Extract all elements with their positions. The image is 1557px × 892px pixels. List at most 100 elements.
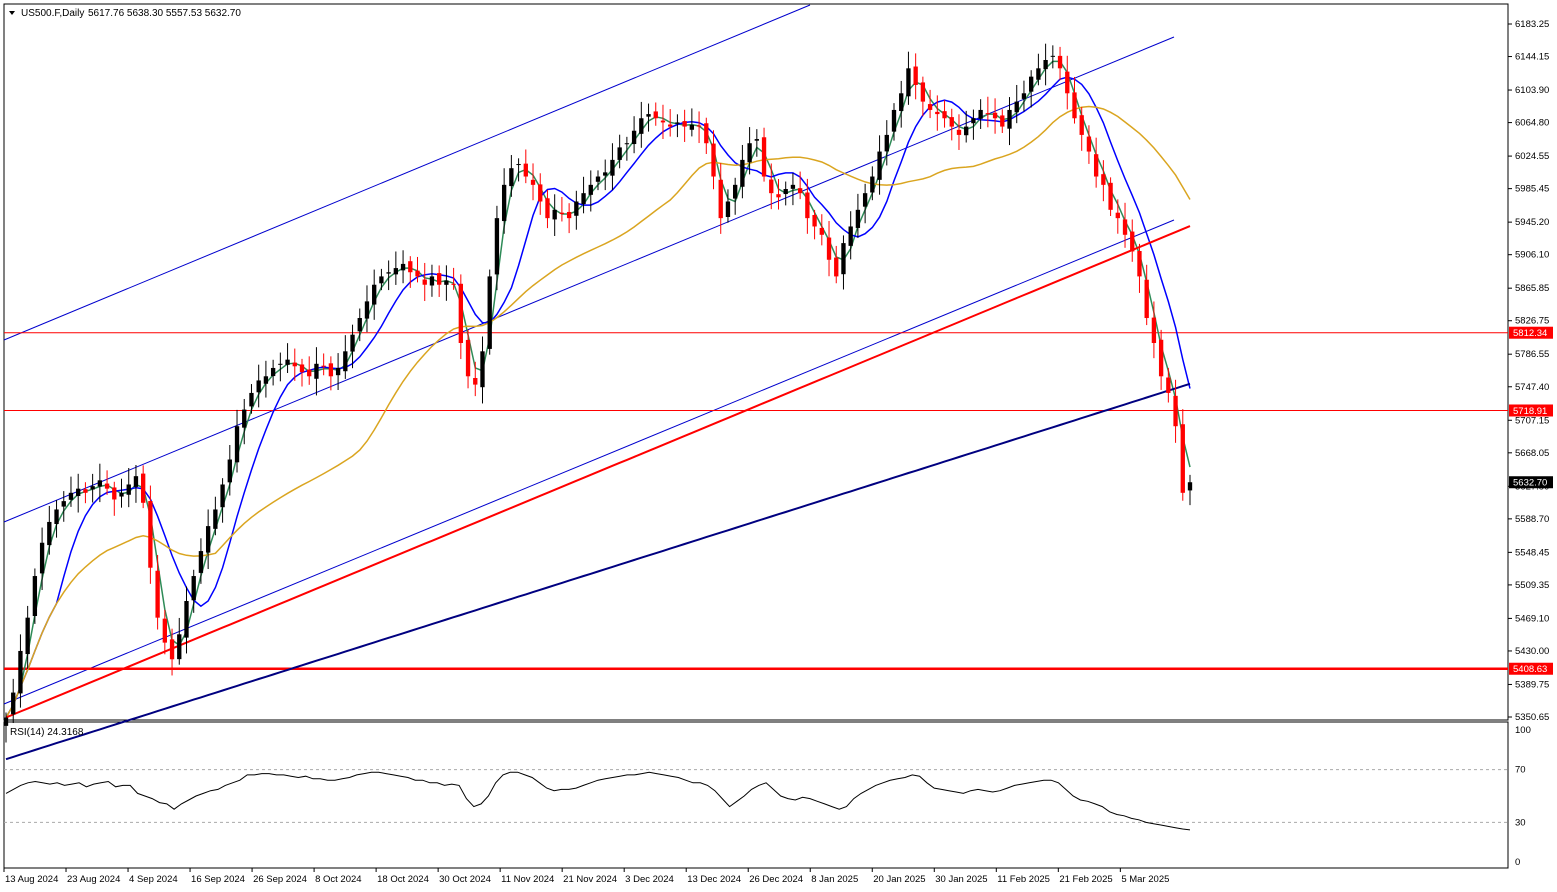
candle-body	[451, 283, 456, 285]
candle-body	[899, 93, 904, 111]
x-tick-label: 13 Aug 2024	[5, 874, 58, 885]
x-tick-label: 8 Oct 2024	[315, 874, 361, 885]
candle-body	[552, 209, 557, 220]
candle-body	[1050, 55, 1055, 57]
candle-body	[610, 159, 615, 176]
candle-body	[68, 492, 74, 500]
candle-body	[834, 257, 839, 277]
y-tick-label: 5509.35	[1515, 580, 1549, 591]
y-tick-label: 5826.75	[1515, 316, 1549, 327]
candle-body	[126, 484, 131, 495]
candle-body	[270, 367, 276, 377]
candle-body	[1021, 93, 1027, 99]
candle-body	[927, 104, 933, 110]
y-tick-label: 5469.10	[1515, 613, 1549, 624]
candle-body	[487, 276, 492, 349]
main-panel-frame	[3, 3, 1509, 721]
candle-body	[509, 168, 514, 187]
rsi-level-label: 70	[1515, 765, 1526, 776]
candle-body	[530, 179, 536, 185]
candle-body	[364, 301, 370, 319]
candle-body	[314, 363, 319, 379]
candle-body	[675, 122, 680, 124]
y-tick-label: 6144.15	[1515, 52, 1549, 63]
x-tick-label: 11 Nov 2024	[501, 874, 554, 885]
candle-body	[1086, 136, 1092, 152]
candle-body	[1057, 55, 1063, 69]
candle-body	[1029, 76, 1034, 92]
x-tick-label: 5 Mar 2025	[1121, 874, 1169, 885]
candle-body	[234, 426, 240, 463]
candle-body	[379, 276, 384, 284]
price-tag-label: 5718.91	[1513, 406, 1547, 417]
y-tick-label: 5906.10	[1515, 250, 1549, 261]
candle-body	[191, 576, 196, 601]
candle-body	[249, 392, 254, 407]
candle-body	[523, 163, 528, 177]
candle-body	[718, 179, 723, 219]
candle-body	[1115, 212, 1120, 219]
x-tick-label: 21 Feb 2025	[1059, 874, 1112, 885]
candle-body	[97, 480, 103, 487]
candle-body	[819, 227, 824, 235]
price-tag-label: 5632.70	[1513, 478, 1547, 489]
candle-body	[877, 151, 882, 180]
candle-body	[617, 147, 622, 160]
candle-body	[198, 551, 204, 573]
candle-body	[603, 172, 608, 176]
candle-body	[971, 118, 976, 124]
candle-body	[949, 117, 954, 127]
time-axis: 13 Aug 2024 23 Aug 2024 4 Sep 2024 16 Sep 2…	[3, 868, 1169, 885]
candle-body	[1122, 219, 1128, 235]
y-tick-label: 5945.20	[1515, 217, 1549, 228]
candle-body	[299, 364, 305, 373]
candle-body	[1101, 174, 1106, 185]
candle-body	[177, 634, 182, 660]
candle-body	[242, 409, 247, 428]
candle-body	[429, 276, 435, 286]
candle-body	[1180, 424, 1185, 493]
candle-body	[516, 164, 521, 166]
channel-middle-line	[3, 36, 1175, 523]
candle-body	[740, 159, 745, 187]
candle-body	[1079, 115, 1084, 135]
candle-body	[1130, 231, 1135, 252]
y-tick-label: 6064.80	[1515, 118, 1549, 129]
candle-body	[162, 618, 167, 643]
candle-body	[335, 367, 341, 376]
candle-body	[956, 129, 962, 135]
candle-body	[220, 484, 225, 508]
trend-channels	[3, 4, 1175, 705]
candle-body	[668, 124, 673, 127]
collapse-triangle-icon[interactable]	[9, 11, 15, 15]
candle-body	[1137, 250, 1142, 277]
candle-body	[639, 118, 644, 134]
ma-blue-line	[5, 76, 1191, 718]
candle-body	[769, 179, 774, 194]
candle-body	[292, 362, 297, 367]
candle-body	[725, 201, 731, 217]
ma-red-line	[5, 225, 1191, 719]
price-tag-bg	[1509, 662, 1553, 675]
candle-body	[985, 113, 991, 115]
candle-body	[855, 209, 861, 228]
candle-body	[812, 214, 817, 227]
rsi-line	[5, 771, 1191, 831]
rsi-label: RSI(14) 24.3168	[10, 727, 84, 738]
y-tick-label: 5430.00	[1515, 646, 1549, 657]
price-tag-label: 5812.34	[1513, 328, 1547, 339]
candle-body	[841, 243, 846, 275]
price-tag-bg	[1509, 326, 1553, 339]
candle-body	[1007, 109, 1012, 129]
candle-body	[119, 492, 124, 497]
candle-body	[422, 279, 427, 285]
x-tick-label: 26 Sep 2024	[253, 874, 307, 885]
candle-body	[112, 487, 117, 500]
candle-body	[76, 488, 81, 497]
y-tick-label: 5865.85	[1515, 283, 1549, 294]
candle-body	[480, 351, 485, 388]
candle-body	[1166, 377, 1171, 393]
candle-body	[343, 351, 348, 372]
candle-body	[285, 359, 290, 365]
